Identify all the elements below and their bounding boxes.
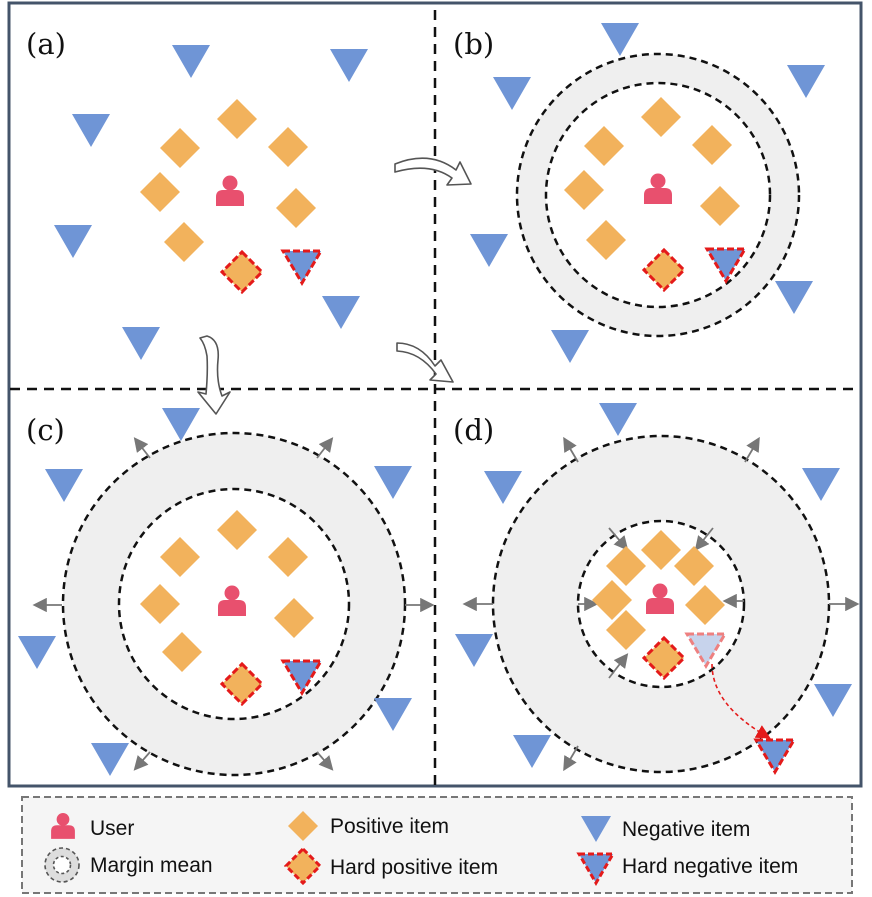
hard-positive-item [641,635,687,681]
positive-item [674,546,714,586]
negative-item [802,468,840,501]
margin-mean-icon [44,847,80,883]
negative-item [172,45,210,78]
hard-negative-item [280,659,324,696]
negative-item [513,735,551,768]
positive-item [274,598,314,638]
negative-item [374,698,412,731]
negative-item [122,327,160,360]
hard-negative-item [704,247,748,284]
legend: User Margin mean Positive item Hard posi… [21,796,853,894]
hard-positive-item [641,247,687,293]
negative-item [54,225,92,258]
legend-label-margin-mean: Margin mean [90,854,213,877]
legend-label-hard-positive-item: Hard positive item [330,856,498,879]
positive-item [140,584,180,624]
positive-item [692,125,732,165]
push-arrow [133,437,151,459]
positive-item [586,220,626,260]
flow-arrow-a-to-b [394,157,472,186]
user-icon [216,175,244,206]
positive-item [217,510,257,550]
positive-item [162,632,202,672]
positive-item [700,186,740,226]
negative-item [18,636,56,669]
hard-triangle-down-icon [576,852,616,886]
negative-item [470,234,508,267]
main-frame [7,1,863,788]
legend-label-negative-item: Negative item [622,818,750,841]
hard-positive-item [219,249,265,295]
push-arrow [316,751,334,771]
flow-arrow-a-to-d [396,342,454,383]
negative-item [484,471,522,504]
positive-item [592,580,632,620]
negative-item [601,23,639,56]
positive-item [160,128,200,168]
negative-item [322,296,360,329]
negative-item [374,466,412,499]
panel-label-a: (a) [26,27,66,61]
hard-negative-move-arrow [711,663,771,739]
hard-negative-item [280,249,324,286]
hard-diamond-icon [283,846,323,886]
legend-label-hard-negative-item: Hard negative item [622,855,798,878]
positive-item [268,537,308,577]
positive-item [276,188,316,228]
positive-item [140,172,180,212]
pull-arrow [694,527,714,551]
panel-d [455,403,860,775]
push-arrow [744,436,760,463]
positive-item [268,127,308,167]
negative-item [162,408,200,441]
push-arrow [563,436,579,463]
negative-item [599,403,637,436]
panel-b [470,23,825,363]
panel-label-c: (c) [26,413,65,447]
negative-item [330,49,368,82]
hard-negative-item [753,738,797,775]
positive-item [584,126,624,166]
hard-negative-ghost [684,632,728,669]
positive-item [641,97,681,137]
push-arrow [563,745,579,772]
negative-item [91,743,129,776]
legend-label-user: User [90,817,134,840]
positive-item [564,170,604,210]
push-arrow [316,437,334,459]
negative-item [775,281,813,314]
flow-arrow-a-to-c [197,335,231,415]
negative-item [814,684,852,717]
triangle-down-icon [581,816,611,842]
panel-a [54,45,368,360]
legend-label-positive-item: Positive item [330,815,449,838]
panel-c [18,408,435,777]
panel-label-b: (b) [453,27,494,61]
pull-arrow [608,653,629,679]
hard-positive-item [219,661,265,707]
negative-item [787,65,825,98]
positive-item [217,99,257,139]
negative-item [455,634,493,667]
positive-item [641,530,681,570]
positive-item [164,222,204,262]
negative-item [72,114,110,147]
positive-item [160,537,200,577]
pull-arrow [608,527,629,551]
positive-item [606,546,646,586]
negative-item [45,469,83,502]
diamond-icon [288,811,318,841]
legend-box [21,796,853,894]
push-arrow [133,751,151,771]
panel-label-d: (d) [453,413,494,447]
positive-item [685,585,725,625]
negative-item [493,77,531,110]
positive-item [606,610,646,650]
negative-item [551,330,589,363]
